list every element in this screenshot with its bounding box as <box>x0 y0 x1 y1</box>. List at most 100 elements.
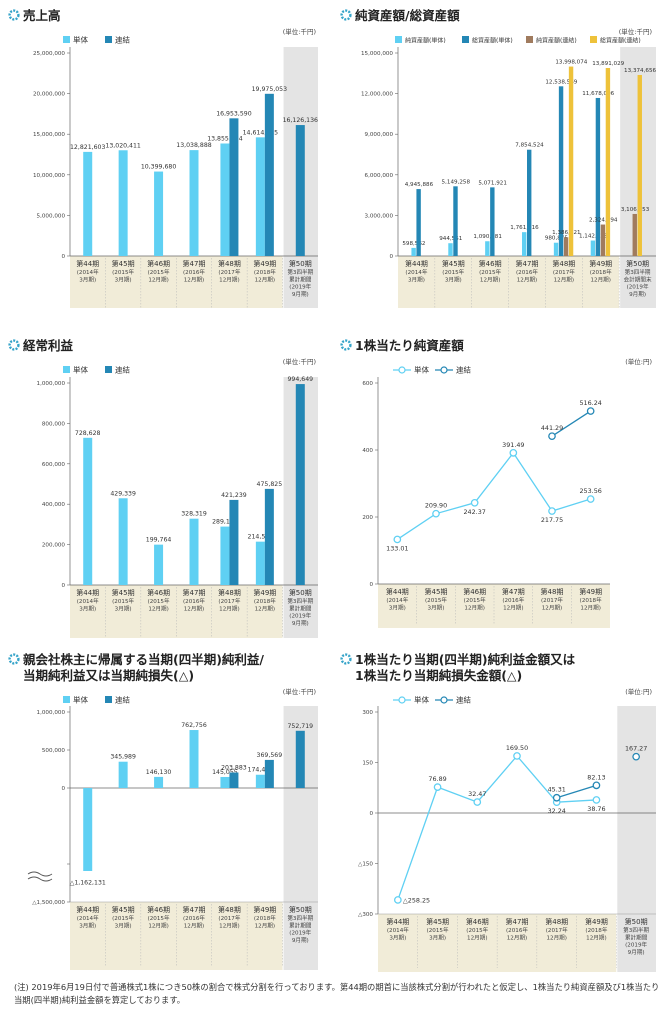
data-label: 13,038,888 <box>176 142 211 149</box>
data-point <box>592 796 601 804</box>
data-label: 1,090,681 <box>473 234 502 240</box>
category-sublabel: 3月期) <box>79 276 96 283</box>
category-sublabel: 12月期) <box>255 922 276 929</box>
category-sublabel: 会計期間末 <box>624 275 652 283</box>
category-label: 第47期 <box>183 588 206 597</box>
data-point <box>586 495 595 503</box>
bar <box>448 243 453 256</box>
y-tick-label: 800,000 <box>42 421 66 427</box>
y-tick-label: 400 <box>362 448 373 454</box>
category-label: 第46期 <box>147 259 170 268</box>
bar <box>295 384 305 585</box>
data-label: 217.75 <box>541 516 563 524</box>
chart-title: 純資産額/総資産額 <box>355 8 460 23</box>
y-tick-label: 0 <box>61 254 65 260</box>
category-sublabel: 3月期) <box>445 276 462 283</box>
data-label: 253.56 <box>579 487 601 495</box>
category-sublabel: 12月期) <box>546 934 567 941</box>
bar <box>118 761 128 788</box>
data-point <box>586 407 595 415</box>
category-label: 第48期 <box>552 259 575 268</box>
category-sublabel: 12月期) <box>464 604 485 611</box>
data-label: 369,569 <box>257 752 283 759</box>
unit-label: (単位:円) <box>625 358 652 366</box>
category-label: 第50期 <box>289 905 312 914</box>
y-tick-label: 1,000,000 <box>37 710 66 716</box>
y-tick-label: △150 <box>358 862 373 868</box>
category-sublabel: (2018年 <box>585 926 607 934</box>
category-sublabel: 12月期) <box>148 276 169 283</box>
category-sublabel: 3月期) <box>115 276 132 283</box>
bar <box>220 526 230 585</box>
category-band <box>378 584 610 628</box>
y-tick-label: 0 <box>369 582 373 588</box>
data-label: 82.13 <box>587 773 605 781</box>
bar <box>264 759 274 788</box>
title-ring-icon <box>8 339 20 351</box>
category-label: 第44期 <box>76 905 99 914</box>
bar <box>411 247 416 256</box>
legend-label: 純資産額(単体) <box>405 37 446 45</box>
bar <box>558 86 564 256</box>
category-sublabel: 3月期) <box>79 922 96 929</box>
category-sublabel: (2014年 <box>77 597 99 605</box>
category-label: 第49期 <box>253 259 276 268</box>
data-label: 10,399,680 <box>141 164 176 171</box>
series-line <box>396 451 591 540</box>
category-sublabel: 第3四半期 <box>287 597 313 605</box>
chart-title: 経常利益 <box>23 338 74 353</box>
series-line <box>556 784 597 799</box>
title-ring-icon <box>340 653 352 665</box>
category-sublabel: (2015年 <box>148 268 170 276</box>
legend-label: 単体 <box>414 695 429 705</box>
chart-title: 1株当たり純資産額 <box>355 338 464 353</box>
bar <box>118 498 128 585</box>
data-point <box>632 752 640 761</box>
category-sublabel: 3月期) <box>79 605 96 612</box>
panel-ordinary: 経常利益 (単位:千円) 0 200,000 400,000 600,000 800,0… <box>8 338 330 638</box>
data-label: 1,142,028 <box>579 234 608 240</box>
y-tick-label: 500,000 <box>42 748 66 754</box>
unit-label: (単位:千円) <box>618 28 652 36</box>
data-label: 421,239 <box>221 492 247 499</box>
bps-chart: 0200400600第44期(2014年3月期)第45期(2015年3月期)第4… <box>362 365 610 628</box>
category-sublabel: (2017年 <box>541 596 563 604</box>
data-label: 19,975,053 <box>252 86 287 93</box>
category-label: 第46期 <box>479 259 502 268</box>
category-sublabel: 3月期) <box>429 934 446 941</box>
bar <box>590 240 596 256</box>
data-label: 12,821,603 <box>70 144 105 151</box>
data-label: 14,614,185 <box>243 129 278 136</box>
category-sublabel: 12月期) <box>507 934 528 941</box>
category-sublabel: 12月期) <box>590 276 611 283</box>
y-tick-label: 600 <box>362 381 373 387</box>
category-label: 第47期 <box>516 259 539 268</box>
category-sublabel: (2014年 <box>77 268 99 276</box>
y-tick-label: 5,000,000 <box>37 213 66 219</box>
data-point <box>548 507 556 515</box>
data-label: 45.31 <box>548 786 566 794</box>
y-tick-label: 400,000 <box>42 502 66 508</box>
unit-label: (単位:千円) <box>282 688 316 696</box>
bar <box>229 499 239 585</box>
bar <box>189 730 199 788</box>
y-tick-label: 25,000,000 <box>33 51 65 57</box>
data-label: 475,825 <box>257 481 283 488</box>
data-label: 32.47 <box>468 790 486 798</box>
category-label: 第44期 <box>76 259 99 268</box>
category-label: 第44期 <box>405 259 428 268</box>
panel-title: 経常利益 <box>8 338 73 354</box>
title-ring-icon <box>8 9 20 21</box>
category-sublabel: 3月期) <box>389 604 406 611</box>
data-label: 728,628 <box>75 430 101 437</box>
y-tick-label: 1,000,000 <box>37 381 66 387</box>
category-sublabel: 累計期間 <box>625 933 648 941</box>
unit-label: (単位:千円) <box>282 358 316 366</box>
data-label: 199,764 <box>146 537 172 544</box>
category-sublabel: (2016年 <box>502 596 524 604</box>
bar <box>154 171 164 256</box>
category-sublabel: 12月期) <box>480 276 501 283</box>
category-sublabel: 12月期) <box>586 934 607 941</box>
bar <box>220 143 230 256</box>
footnote: (注) 2019年6月19日付で普通株式1株につき50株の割合で株式分割を行って… <box>14 982 660 1005</box>
